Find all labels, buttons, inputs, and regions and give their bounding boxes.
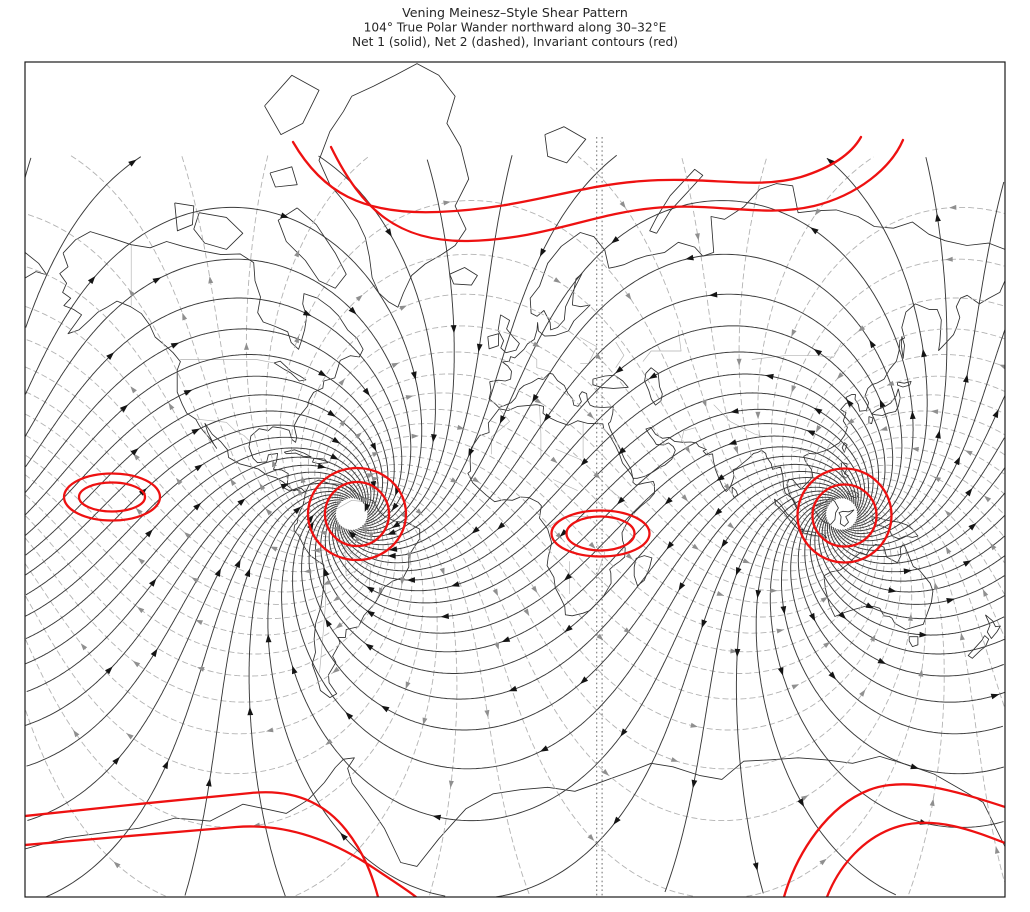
net1-solid-lines — [25, 154, 1005, 897]
axes-frame — [24, 61, 1006, 898]
net1-arrowheads — [87, 158, 1000, 871]
invariant-ellipse-outer-pacific — [62, 472, 162, 522]
title-line-2: 104° True Polar Wander northward along 3… — [364, 21, 667, 35]
title-line-1: Vening Meinesz–Style Shear Pattern — [402, 5, 628, 20]
invariant-contour-north-band-lower — [329, 138, 905, 243]
invariant-contour-north-band-upper — [291, 135, 863, 214]
title-line-3-legend: Net 1 (solid), Net 2 (dashed), Invariant… — [352, 35, 678, 49]
net2-dashed-lines — [25, 155, 1005, 897]
invariant-ellipse-inner-south-america — [323, 480, 391, 548]
invariant-ellipse-outer-south-america — [306, 466, 408, 562]
invariant-ellipse-inner-pacific — [77, 481, 147, 513]
invariant-red-contours — [25, 135, 1005, 897]
invariant-contour-southwest-upper — [25, 791, 380, 897]
coastlines — [25, 63, 1005, 867]
invariant-ellipse-inner-africa — [565, 515, 636, 552]
invariant-ellipse-outer-indonesia — [796, 467, 893, 564]
invariant-ellipse-outer-africa — [550, 509, 651, 558]
invariant-contour-southeast-lower — [825, 821, 1005, 897]
invariant-contour-southwest-lower — [25, 825, 418, 897]
invariant-ellipse-inner-indonesia — [811, 483, 878, 548]
net2-arrowheads — [73, 200, 1005, 869]
invariant-contour-southeast-upper — [782, 783, 1005, 897]
